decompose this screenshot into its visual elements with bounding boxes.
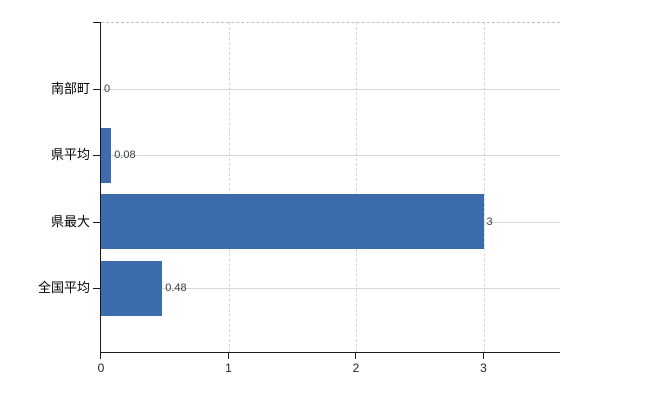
category-label-全国平均: 全国平均 [37,280,90,295]
x-tick-label: 3 [480,361,487,375]
vertical-gridline [356,22,357,352]
value-label-県平均: 0.08 [114,149,136,161]
value-label-全国平均: 0.48 [165,282,187,294]
value-label-県最大: 3 [486,215,493,228]
category-label-南部町: 南部町 [50,80,90,96]
category-label-県平均: 県平均 [50,147,90,162]
y-axis-tick [93,22,100,23]
bar-全国平均 [101,260,163,316]
y-axis-line [100,22,101,353]
y-axis-tick [93,221,100,223]
x-axis-tick [227,353,229,359]
plot-top-border [101,22,560,23]
bar-県最大 [101,194,484,249]
x-axis-tick [100,353,101,359]
x-tick-label: 2 [352,361,360,375]
y-axis-tick [93,155,100,156]
category-label-県最大: 県最大 [50,213,90,229]
x-axis-line [100,352,560,353]
horizontal-gridline [101,88,560,90]
y-axis-tick [93,88,100,90]
y-axis-tick [93,288,100,289]
horizontal-gridline [101,288,560,289]
x-tick-label: 1 [225,361,232,375]
horizontal-gridline [101,155,560,156]
vertical-gridline [483,22,485,352]
x-axis-tick [482,353,484,359]
value-label-南部町: 0 [104,82,111,95]
x-axis-tick [355,353,356,359]
x-tick-label: 0 [97,361,105,375]
vertical-gridline [228,22,230,352]
bar-県平均 [101,127,112,183]
